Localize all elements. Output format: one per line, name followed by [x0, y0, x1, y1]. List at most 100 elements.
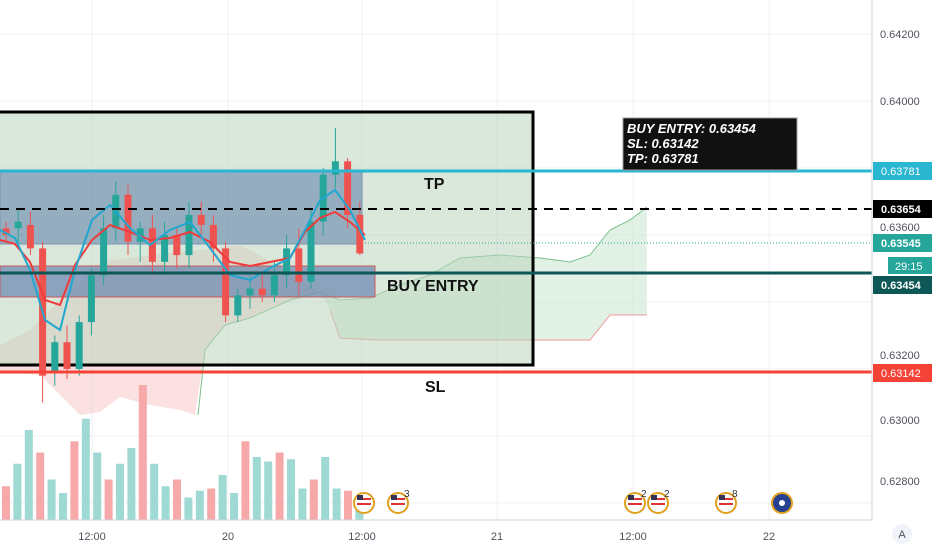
- candle-body[interactable]: [26, 224, 34, 249]
- volume-bar: [264, 461, 273, 520]
- candle-body[interactable]: [331, 161, 339, 175]
- candle-body[interactable]: [100, 228, 108, 276]
- candle-body[interactable]: [75, 322, 83, 369]
- last-price-label: [873, 234, 932, 252]
- candle-body[interactable]: [222, 248, 230, 316]
- x-tick: 20: [222, 531, 234, 543]
- y-tick: 0.64200: [880, 29, 920, 41]
- sl-annotation: SL: [425, 379, 446, 396]
- candle-body[interactable]: [87, 275, 95, 323]
- tp-annotation: TP: [424, 176, 445, 193]
- volume-bar: [93, 452, 102, 520]
- volume-bar: [230, 493, 238, 520]
- volume-bar: [252, 457, 261, 520]
- volume-bar: [81, 418, 90, 520]
- sl-price-text: 0.63142: [881, 368, 921, 380]
- y-tick: 0.63200: [880, 350, 920, 362]
- candle-body[interactable]: [209, 224, 217, 249]
- tp-price-label: [873, 162, 932, 180]
- volume-bar: [184, 497, 193, 520]
- volume-bar: [218, 475, 227, 520]
- volume-bar: [309, 479, 318, 520]
- volume-bar: [24, 430, 33, 520]
- volume-bar: [150, 463, 159, 520]
- volume-bar: [13, 463, 22, 520]
- candle-body[interactable]: [270, 275, 278, 296]
- volume-bar: [173, 479, 181, 520]
- tp-zone[interactable]: [0, 170, 363, 245]
- volume-bar: [36, 452, 45, 520]
- time-axis[interactable]: 12:00 20 12:00 21 12:00 22 A: [0, 519, 932, 550]
- last-price-text: 0.63545: [881, 238, 921, 250]
- candle-body[interactable]: [197, 214, 205, 225]
- sl-price-label: [873, 364, 932, 382]
- buy-entry-price-text: 0.63454: [881, 280, 922, 292]
- trade-info-box[interactable]: BUY ENTRY: 0.63454 SL: 0.63142 TP: 0.637…: [622, 117, 798, 171]
- x-tick: 12:00: [78, 531, 106, 543]
- info-box-line-1: BUY ENTRY: 0.63454: [627, 121, 757, 136]
- info-box-line-3: TP: 0.63781: [627, 151, 699, 166]
- event-count-4: 8: [732, 489, 738, 500]
- info-box-line-2: SL: 0.63142: [627, 136, 699, 151]
- candle-body[interactable]: [136, 228, 144, 242]
- volume-bar: [195, 490, 204, 520]
- volume-bars: [2, 385, 364, 520]
- tp-price-text: 0.63781: [881, 166, 921, 178]
- entry-zone[interactable]: [0, 265, 376, 298]
- volume-bar: [321, 457, 330, 520]
- volume-bar: [161, 486, 170, 520]
- candle-body[interactable]: [258, 288, 266, 296]
- ma-red-line: [0, 210, 366, 307]
- candle-body[interactable]: [234, 295, 242, 316]
- candle-body[interactable]: [51, 342, 59, 373]
- volume-bar: [127, 448, 136, 520]
- x-tick: 22: [763, 531, 775, 543]
- buy-entry-annotation: BUY ENTRY: [387, 278, 479, 295]
- candle-body[interactable]: [124, 194, 132, 242]
- candle-body[interactable]: [173, 235, 181, 256]
- volume-bar: [344, 490, 352, 520]
- auto-scale-label: A: [898, 529, 906, 541]
- candle-body[interactable]: [356, 214, 364, 254]
- countdown-label: [888, 257, 932, 274]
- candle-body[interactable]: [63, 342, 71, 369]
- x-tick: 21: [491, 531, 503, 543]
- event-count-3: 2: [664, 489, 670, 500]
- volume-bar: [70, 441, 79, 520]
- volume-bar: [298, 488, 307, 520]
- volume-bar: [138, 385, 147, 520]
- candle-body[interactable]: [295, 248, 303, 282]
- volume-bar: [47, 479, 56, 520]
- volume-bar: [104, 479, 113, 520]
- event-count-1: 3: [404, 489, 410, 500]
- candle-body[interactable]: [246, 288, 254, 296]
- y-tick: 0.63000: [880, 415, 920, 427]
- candle-body[interactable]: [307, 221, 315, 282]
- buy-entry-price-label: [873, 276, 932, 294]
- volume-bar: [2, 486, 10, 520]
- dashed-price-label: [873, 200, 932, 218]
- event-badges[interactable]: 3 2 2 8: [353, 489, 793, 514]
- auto-scale-button[interactable]: [892, 524, 912, 544]
- candle-body[interactable]: [185, 214, 193, 256]
- volume-bar: [287, 459, 295, 520]
- candle-body[interactable]: [344, 161, 352, 215]
- volume-bar: [207, 488, 216, 520]
- price-axis[interactable]: 0.64200 0.64000 0.63600 0.63200 0.63000 …: [871, 0, 932, 520]
- dashed-price-text: 0.63654: [881, 204, 922, 216]
- volume-bar: [332, 488, 341, 520]
- candle-body[interactable]: [148, 228, 156, 262]
- volume-bar: [116, 463, 124, 520]
- y-tick: 0.64000: [880, 96, 920, 108]
- x-tick: 12:00: [348, 531, 376, 543]
- volume-bar: [59, 493, 67, 520]
- volume-bar: [241, 441, 250, 520]
- candle-body[interactable]: [161, 235, 169, 262]
- y-tick: 0.63600: [880, 222, 920, 234]
- candle-body[interactable]: [283, 248, 291, 276]
- candle-body[interactable]: [14, 221, 22, 229]
- ma-blue-line: [0, 188, 366, 332]
- candle-body[interactable]: [2, 228, 10, 235]
- countdown-text: 29:15: [895, 261, 923, 273]
